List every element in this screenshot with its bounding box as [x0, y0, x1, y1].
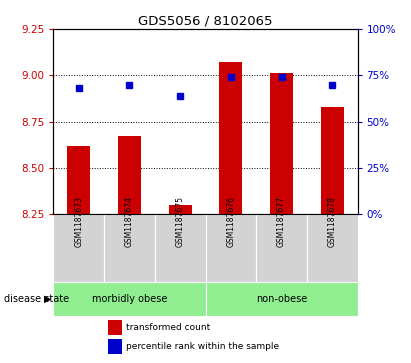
Text: non-obese: non-obese [256, 294, 307, 304]
Bar [155, 214, 206, 282]
Text: GSM1187673: GSM1187673 [74, 196, 83, 246]
Bar [169, 205, 192, 214]
Bar [307, 214, 358, 282]
Text: GSM1187677: GSM1187677 [277, 196, 286, 246]
Bar [206, 282, 358, 316]
Bar [206, 214, 256, 282]
Text: GSM1187678: GSM1187678 [328, 196, 337, 246]
Text: GSM1187675: GSM1187675 [175, 196, 185, 246]
Bar [67, 146, 90, 214]
Text: disease state: disease state [4, 294, 69, 304]
Bar [219, 62, 242, 214]
Bar [118, 136, 141, 214]
Text: transformed count: transformed count [127, 323, 211, 332]
Bar [53, 214, 104, 282]
Text: percentile rank within the sample: percentile rank within the sample [127, 342, 279, 351]
Bar [270, 73, 293, 214]
Title: GDS5056 / 8102065: GDS5056 / 8102065 [138, 15, 273, 28]
Bar [108, 320, 122, 335]
Text: GSM1187674: GSM1187674 [125, 196, 134, 246]
Text: GSM1187676: GSM1187676 [226, 196, 236, 246]
Text: morbidly obese: morbidly obese [92, 294, 167, 304]
Bar [321, 107, 344, 214]
Bar [53, 282, 206, 316]
Text: ▶: ▶ [44, 294, 51, 304]
Bar [104, 214, 155, 282]
Bar [108, 339, 122, 354]
Bar [256, 214, 307, 282]
